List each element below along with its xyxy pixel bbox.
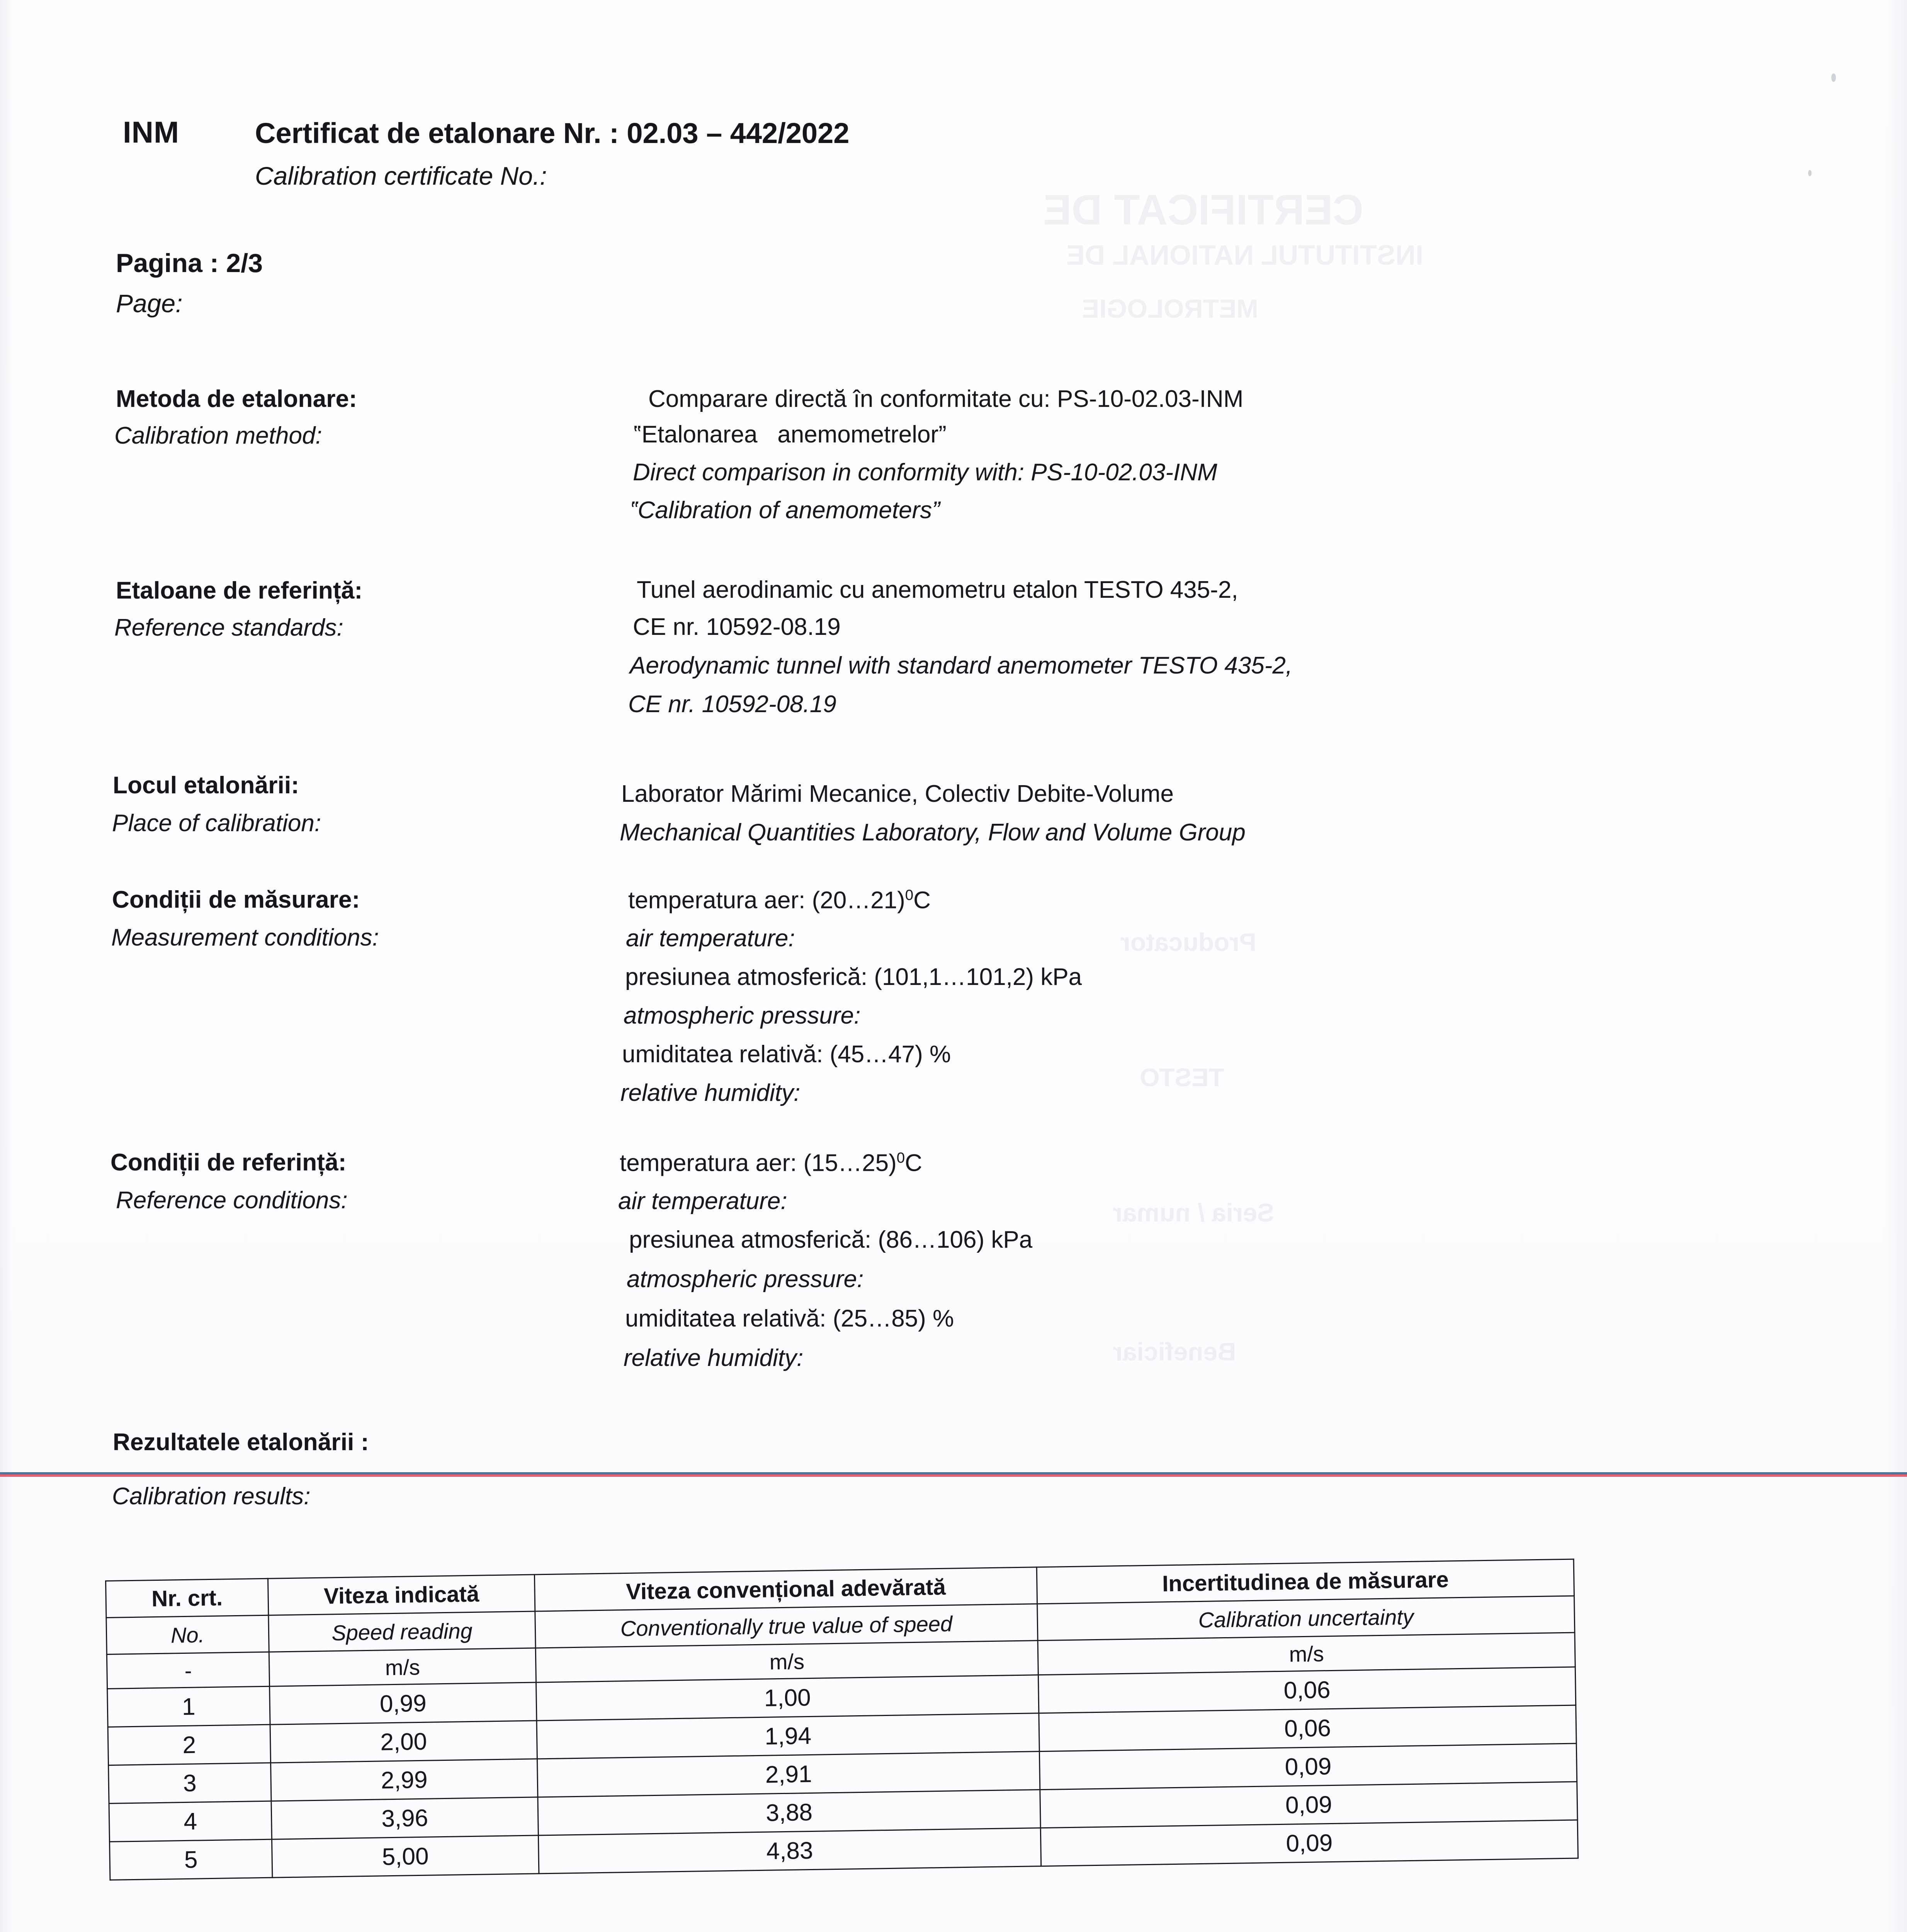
calibration-method-value-3: Direct comparison in conformity with: PS…	[633, 459, 1217, 486]
reference-atmospheric-pressure-value: presiunea atmosferică: (86…106) kPa	[629, 1226, 1033, 1253]
bleed-through-ghost-2: INSTITUTUL NATIONAL DE	[1066, 240, 1423, 271]
row-5-true-speed: 4,83	[538, 1828, 1041, 1874]
section-label-place-of-calibration-en: Place of calibration:	[112, 810, 321, 837]
section-label-measurement-conditions-ro: Condiții de măsurare:	[112, 886, 360, 913]
reference-standards-value-4: CE nr. 10592-08.19	[628, 691, 836, 718]
section-label-reference-standards-en: Reference standards:	[114, 614, 343, 641]
calibration-method-value-2: ‟Etalonarea anemometrelor”	[634, 421, 947, 448]
org-abbrev: INM	[123, 115, 179, 149]
measurement-air-temperature-sup: 0	[905, 887, 914, 903]
row-2-true-speed: 1,94	[537, 1713, 1040, 1759]
row-1-speed-reading: 0,99	[269, 1682, 537, 1725]
bleed-through-ghost-3: METROLOGIE	[1082, 294, 1259, 323]
table-header-nr-crt: Nr. crt.	[105, 1578, 269, 1618]
place-of-calibration-value-1: Laborator Mărimi Mecanice, Colectiv Debi…	[621, 781, 1174, 807]
page-number-ro: Pagina : 2/3	[116, 248, 263, 278]
measurement-air-temperature-tail: C	[913, 887, 931, 914]
calibration-method-value-4: ‟Calibration of anemometers”	[630, 497, 940, 524]
measurement-relative-humidity-label-en: relative humidity:	[620, 1080, 801, 1106]
row-5-uncertainty: 0,09	[1040, 1820, 1578, 1866]
table-unit-speed-reading: m/s	[269, 1648, 536, 1687]
divider-blue-band	[0, 1472, 1907, 1475]
bleed-through-ghost-7: Beneficiar	[1113, 1337, 1236, 1366]
bleed-through-ghost-5: TESTO	[1140, 1063, 1224, 1092]
reference-relative-humidity-label-en: relative humidity:	[624, 1345, 804, 1371]
certificate-title-en: Calibration certificate No.:	[255, 162, 547, 190]
measurement-air-temperature-text: temperatura aer: (20…21)	[628, 887, 905, 914]
row-2-speed-reading: 2,00	[270, 1720, 537, 1763]
measurement-air-temperature-label-en: air temperature:	[626, 925, 795, 952]
row-3-nr: 3	[108, 1763, 272, 1804]
row-4-speed-reading: 3,96	[271, 1797, 539, 1840]
reference-standards-value-3: Aerodynamic tunnel with standard anemome…	[630, 652, 1293, 679]
section-label-reference-standards-ro: Etaloane de referință:	[116, 577, 363, 604]
row-5-speed-reading: 5,00	[272, 1835, 539, 1878]
calibration-method-value-1: Comparare directă în conformitate cu: PS…	[648, 386, 1244, 412]
measurement-atmospheric-pressure-label-en: atmospheric pressure:	[624, 1002, 861, 1029]
page-number-en: Page:	[116, 289, 183, 318]
row-3-true-speed: 2,91	[537, 1751, 1040, 1797]
row-4-nr: 4	[109, 1801, 272, 1842]
results-table-wrapper: Nr. crt. Viteza indicată Viteza convenți…	[105, 1559, 1579, 1881]
row-3-speed-reading: 2,99	[270, 1759, 538, 1801]
reference-standards-value-1: Tunel aerodinamic cu anemometru etalon T…	[637, 577, 1238, 603]
divider-red-band	[0, 1475, 1907, 1477]
reference-air-temperature-label-en: air temperature:	[618, 1188, 787, 1214]
reference-standards-value-2: CE nr. 10592-08.19	[633, 614, 841, 640]
results-heading-ro: Rezultatele etalonării :	[113, 1429, 369, 1456]
section-label-calibration-method-ro: Metoda de etalonare:	[116, 386, 357, 412]
bleed-through-ghost-1: CERTIFICAT DE	[1043, 186, 1364, 234]
row-4-true-speed: 3,88	[537, 1789, 1041, 1835]
scan-edge-right	[1884, 0, 1907, 1932]
scan-speck-2	[1808, 170, 1812, 176]
bleed-through-ghost-4: Producator	[1120, 928, 1257, 956]
results-heading-en: Calibration results:	[112, 1483, 311, 1510]
reference-air-temperature-value: temperatura aer: (15…25)0C	[620, 1150, 922, 1177]
section-divider-rule	[0, 1472, 1907, 1477]
reference-air-temperature-text: temperatura aer: (15…25)	[620, 1150, 897, 1177]
place-of-calibration-value-2: Mechanical Quantities Laboratory, Flow a…	[620, 819, 1246, 846]
section-label-place-of-calibration-ro: Locul etalonării:	[113, 772, 299, 799]
reference-air-temperature-sup: 0	[896, 1150, 905, 1166]
section-label-calibration-method-en: Calibration method:	[114, 422, 322, 449]
table-header-no: No.	[106, 1615, 269, 1655]
calibration-results-table: Nr. crt. Viteza indicată Viteza convenți…	[105, 1559, 1579, 1881]
section-label-measurement-conditions-en: Measurement conditions:	[111, 924, 379, 951]
row-5-nr: 5	[109, 1839, 272, 1880]
measurement-air-temperature-value: temperatura aer: (20…21)0C	[628, 887, 931, 914]
certificate-title-ro: Certificat de etalonare Nr. : 02.03 – 44…	[255, 117, 850, 149]
table-header-speed-reading-ro: Viteza indicată	[268, 1575, 535, 1616]
scan-edge-left	[0, 0, 13, 1932]
measurement-atmospheric-pressure-value: presiunea atmosferică: (101,1…101,2) kPa	[625, 964, 1082, 990]
table-header-speed-reading-en: Speed reading	[268, 1611, 536, 1652]
row-1-nr: 1	[107, 1686, 270, 1727]
scan-speck-1	[1831, 73, 1836, 82]
reference-relative-humidity-value: umiditatea relativă: (25…85) %	[625, 1305, 954, 1332]
row-1-true-speed: 1,00	[536, 1675, 1039, 1721]
section-label-reference-conditions-ro: Condiții de referință:	[110, 1149, 347, 1176]
measurement-relative-humidity-value: umiditatea relativă: (45…47) %	[622, 1041, 951, 1068]
reference-atmospheric-pressure-label-en: atmospheric pressure:	[627, 1266, 864, 1293]
bleed-through-ghost-6: Seria / numar	[1113, 1198, 1275, 1227]
table-unit-nr: -	[107, 1652, 270, 1689]
section-label-reference-conditions-en: Reference conditions:	[116, 1187, 348, 1214]
row-2-nr: 2	[108, 1725, 271, 1765]
reference-air-temperature-tail: C	[905, 1150, 922, 1177]
